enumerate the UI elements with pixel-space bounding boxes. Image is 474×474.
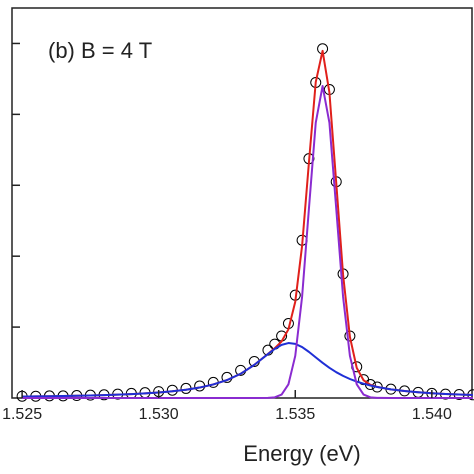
x-tick-label: 1.535	[275, 406, 315, 423]
x-axis-label: Energy (eV)	[243, 441, 360, 466]
line	[22, 85, 473, 399]
x-tick-label: 1.530	[139, 406, 179, 423]
line	[22, 342, 473, 398]
x-tick-label: 1.525	[2, 406, 42, 423]
plot-frame	[11, 7, 473, 399]
annotation: (b) B = 4 T	[48, 38, 152, 63]
x-tick-label: 1.540	[412, 406, 452, 423]
line	[22, 49, 473, 398]
plot-area	[16, 43, 474, 402]
